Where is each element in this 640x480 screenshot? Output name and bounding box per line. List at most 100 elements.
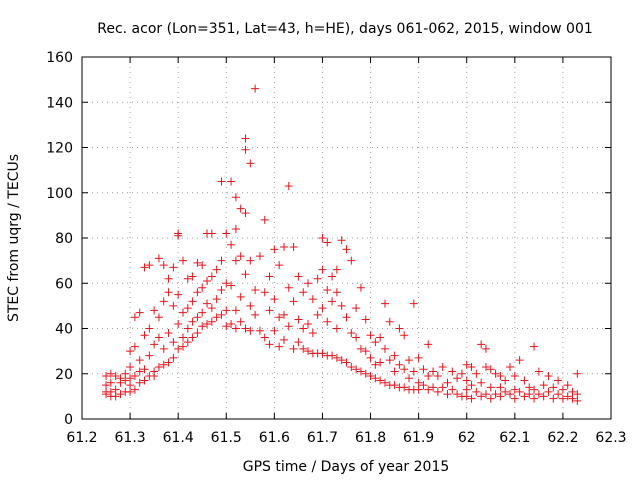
x-tick-label: 62.1 [499,430,530,446]
data-point [477,392,486,401]
data-point [193,288,202,297]
data-point [554,390,563,399]
data-point [154,333,163,342]
data-point [472,387,481,396]
data-point [236,252,245,261]
data-point [150,372,159,381]
data-point [419,365,428,374]
data-point [506,362,515,371]
x-tick-label: 62.2 [547,430,578,446]
data-point [207,272,216,281]
data-point [371,338,380,347]
data-point [414,378,423,387]
data-point [467,394,476,403]
data-point [332,353,341,362]
data-point [477,340,486,349]
data-point [294,338,303,347]
data-point [530,342,539,351]
data-point [236,204,245,213]
data-point [366,353,375,362]
data-point [174,229,183,238]
data-point [510,385,519,394]
data-point [481,390,490,399]
data-point [328,297,337,306]
data-point [366,331,375,340]
data-point [169,338,178,347]
data-point [126,347,135,356]
data-point [318,349,327,358]
data-point [414,353,423,362]
data-point [544,372,553,381]
data-point [135,367,144,376]
data-point [121,376,130,385]
data-point [116,378,125,387]
data-point [270,295,279,304]
data-point [159,344,168,353]
axis-ticks: 61.2 61.3 61.4 61.5 61.6 61.7 61.8 61.9 62 62.1 62… [46,50,626,446]
data-point [395,360,404,369]
data-point [126,387,135,396]
data-point [265,272,274,281]
data-point [212,295,221,304]
data-point [260,288,269,297]
data-point [539,392,548,401]
data-point [318,304,327,313]
data-point [102,390,111,399]
data-point [356,344,365,353]
data-point [332,288,341,297]
data-point [270,326,279,335]
data-point [486,383,495,392]
data-point [231,256,240,265]
data-point [174,344,183,353]
data-point [323,238,332,247]
data-point [467,381,476,390]
data-point [102,381,111,390]
data-point [510,394,519,403]
data-point [347,329,356,338]
data-point [145,324,154,333]
data-point [227,177,236,186]
data-point [279,243,288,252]
data-point [289,297,298,306]
data-point [515,387,524,396]
data-point [563,381,572,390]
data-point [342,313,351,322]
data-point [332,265,341,274]
data-point [236,292,245,301]
data-point [332,324,341,333]
data-point [246,301,255,310]
data-point [178,342,187,351]
data-point [443,390,452,399]
data-point [352,333,361,342]
data-point [270,245,279,254]
data-point [337,236,346,245]
plot-frame [81,56,612,420]
data-point [126,381,135,390]
data-point [279,310,288,319]
y-tick-label: 160 [46,50,73,66]
data-point [135,308,144,317]
data-point [294,272,303,281]
data-point [544,387,553,396]
data-point [385,317,394,326]
data-point [304,279,313,288]
data-point [164,274,173,283]
data-point [424,340,433,349]
data-point [130,385,139,394]
data-point [164,329,173,338]
x-tick-label: 61.7 [307,430,338,446]
data-point [361,369,370,378]
data-point [265,306,274,315]
data-point [231,224,240,233]
data-point [207,317,216,326]
data-point [549,383,558,392]
data-point [174,290,183,299]
data-point [251,310,260,319]
y-tick-label: 140 [46,95,73,111]
y-tick-label: 60 [55,276,73,292]
chart-title: Rec. acor (Lon=351, Lat=43, h=HE), days … [97,21,593,37]
data-point [405,356,414,365]
x-tick-label: 61.5 [211,430,242,446]
data-point [212,313,221,322]
